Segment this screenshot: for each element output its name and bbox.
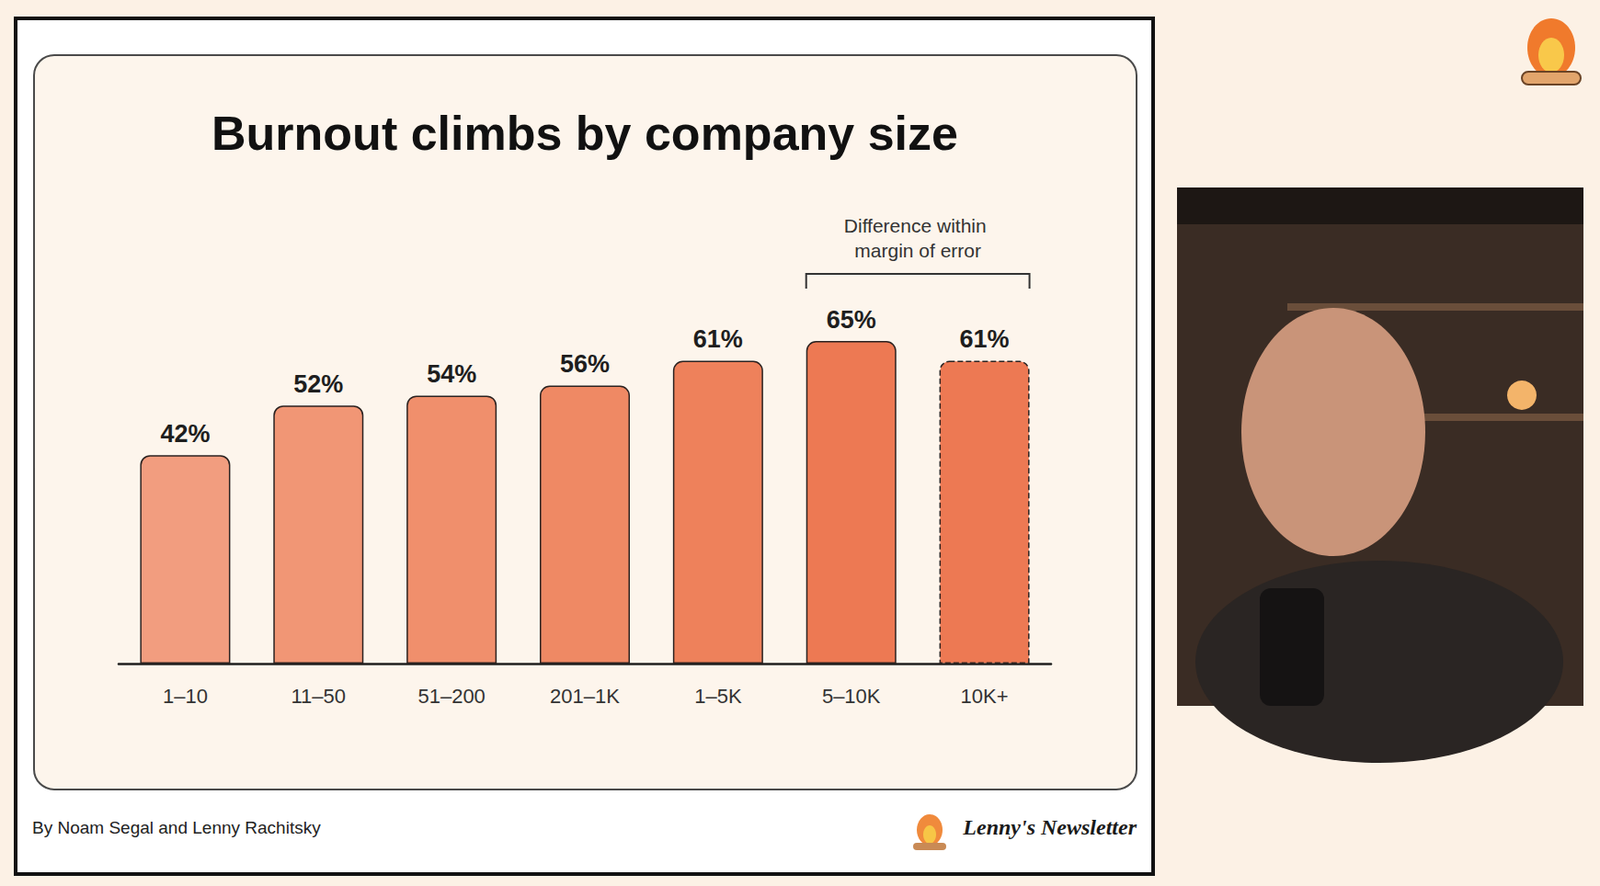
svg-text:1–10: 1–10 (162, 685, 208, 709)
svg-text:margin of error: margin of error (854, 240, 982, 262)
svg-text:11–50: 11–50 (291, 685, 347, 709)
svg-text:By Noam Segal and Lenny Rachit: By Noam Segal and Lenny Rachitsky (32, 818, 321, 838)
svg-text:52%: 52% (293, 370, 343, 399)
svg-text:201–1K: 201–1K (549, 685, 620, 709)
svg-text:65%: 65% (826, 306, 877, 334)
svg-text:51–200: 51–200 (417, 685, 485, 709)
svg-text:1–5K: 1–5K (694, 685, 743, 709)
svg-text:42%: 42% (160, 420, 210, 448)
svg-text:54%: 54% (426, 360, 477, 389)
svg-text:10K+: 10K+ (960, 685, 1009, 709)
svg-text:61%: 61% (693, 325, 743, 354)
svg-text:Difference within: Difference within (844, 215, 993, 237)
svg-text:Lenny's Newsletter: Lenny's Newsletter (961, 815, 1137, 840)
svg-text:56%: 56% (560, 350, 610, 378)
svg-text:61%: 61% (960, 325, 1010, 354)
svg-text:Burnout climbs by company size: Burnout climbs by company size (211, 106, 959, 160)
svg-text:5–10K: 5–10K (822, 685, 881, 709)
